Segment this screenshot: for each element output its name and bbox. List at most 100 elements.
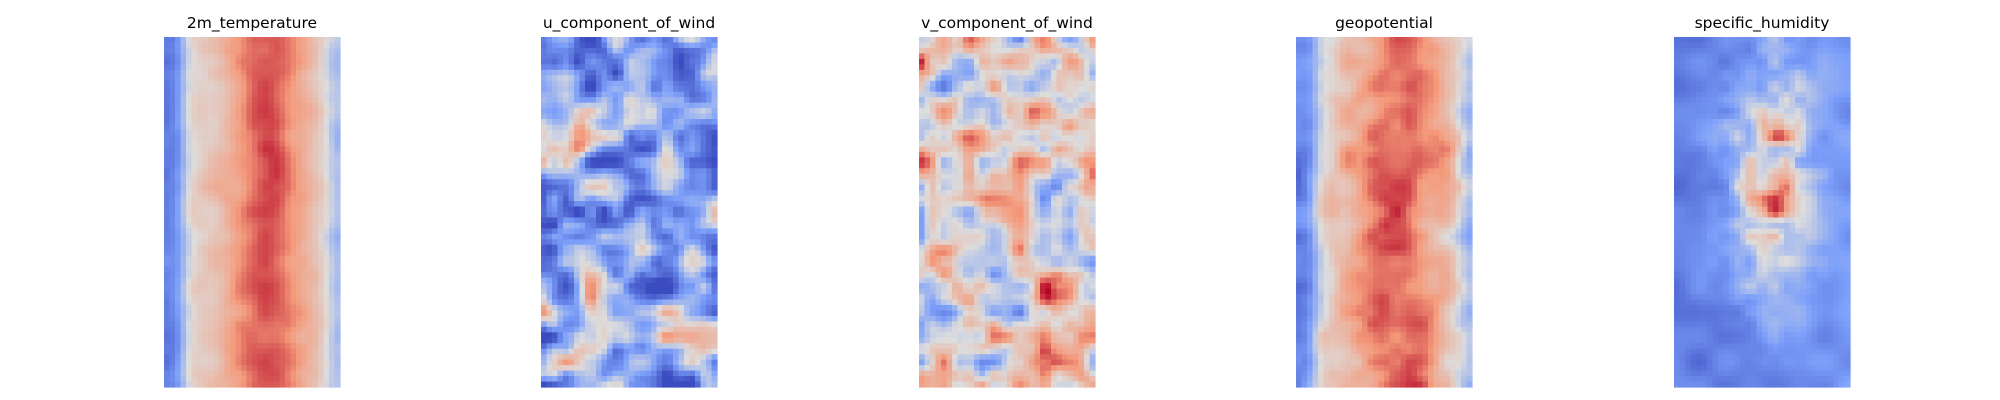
heatmap-cell xyxy=(1051,75,1058,82)
heatmap-cell xyxy=(678,294,685,301)
heatmap-cell xyxy=(990,184,997,191)
heatmap-cell xyxy=(673,315,680,322)
heatmap-cell xyxy=(312,337,319,344)
heatmap-cell xyxy=(963,91,970,98)
heatmap-cell xyxy=(1056,129,1063,137)
heatmap-cell xyxy=(706,75,713,82)
heatmap-cell xyxy=(1040,140,1047,147)
heatmap-cell xyxy=(219,266,226,273)
heatmap-cell xyxy=(645,135,652,142)
heatmap-cell xyxy=(689,184,696,191)
heatmap-cell xyxy=(640,212,647,219)
heatmap-cell xyxy=(197,173,204,180)
heatmap-cell xyxy=(1018,47,1025,55)
heatmap-cell xyxy=(596,37,603,44)
heatmap-cell xyxy=(607,201,614,208)
heatmap-cell xyxy=(623,162,630,169)
heatmap-cell xyxy=(645,75,652,82)
heatmap-cell xyxy=(684,69,691,76)
heatmap-cell xyxy=(607,222,614,230)
heatmap-cell xyxy=(612,365,619,372)
heatmap-cell xyxy=(579,146,586,153)
heatmap-cell xyxy=(979,58,986,65)
heatmap-cell xyxy=(678,53,685,60)
heatmap-cell xyxy=(180,108,187,115)
heatmap-cell xyxy=(1001,58,1008,65)
heatmap-cell xyxy=(318,129,325,137)
heatmap-cell xyxy=(191,162,198,169)
heatmap-cell xyxy=(230,195,237,202)
heatmap-cell xyxy=(607,37,614,44)
heatmap-cell xyxy=(667,119,674,126)
heatmap-cell xyxy=(996,108,1003,115)
heatmap-cell xyxy=(552,206,559,213)
heatmap-cell xyxy=(706,119,713,126)
heatmap-cell xyxy=(1089,157,1096,164)
heatmap-cell xyxy=(651,359,658,366)
heatmap-cell xyxy=(541,381,548,388)
heatmap-cell xyxy=(329,315,336,322)
heatmap-cell xyxy=(711,244,718,251)
heatmap-cell xyxy=(180,261,187,268)
heatmap-cell xyxy=(268,173,275,180)
heatmap-cell xyxy=(596,321,603,328)
heatmap-cell xyxy=(307,69,314,76)
heatmap-cell xyxy=(230,97,237,104)
heatmap-cell xyxy=(711,365,718,372)
heatmap-cell xyxy=(662,315,669,322)
heatmap-cell xyxy=(230,206,237,213)
heatmap-cell xyxy=(618,365,625,372)
heatmap-cell xyxy=(329,86,336,93)
heatmap-cell xyxy=(213,272,220,279)
heatmap-cell xyxy=(197,97,204,104)
heatmap-cell xyxy=(695,233,702,240)
heatmap-cell xyxy=(169,69,176,76)
heatmap-cell xyxy=(175,206,182,213)
heatmap-cell xyxy=(957,58,964,65)
heatmap-cell xyxy=(263,326,270,333)
heatmap-cell xyxy=(323,113,330,120)
heatmap-cell xyxy=(285,97,292,104)
heatmap-cell xyxy=(546,365,553,372)
heatmap-cell xyxy=(219,47,226,55)
heatmap-cell xyxy=(979,129,986,137)
heatmap-cell xyxy=(202,370,209,377)
heatmap-cell xyxy=(1067,75,1074,82)
heatmap-cell xyxy=(301,102,308,109)
heatmap-cell xyxy=(568,337,575,344)
heatmap-cell xyxy=(645,157,652,164)
heatmap-cell xyxy=(656,376,663,383)
heatmap-cell xyxy=(1029,97,1036,104)
heatmap-cell xyxy=(957,113,964,120)
heatmap-cell xyxy=(557,157,564,164)
heatmap-cell xyxy=(1034,80,1041,87)
heatmap-cell xyxy=(601,173,608,180)
heatmap-cell xyxy=(673,146,680,153)
heatmap-cell xyxy=(241,97,248,104)
heatmap-cell xyxy=(1029,129,1036,137)
heatmap-cell xyxy=(552,315,559,322)
heatmap-cell xyxy=(629,304,636,312)
heatmap-cell xyxy=(612,321,619,328)
heatmap-cell xyxy=(208,283,215,290)
heatmap-cell xyxy=(662,217,669,224)
heatmap-cell xyxy=(1045,108,1052,115)
heatmap-cell xyxy=(312,157,319,164)
heatmap-cell xyxy=(552,140,559,147)
heatmap-cell xyxy=(191,354,198,361)
heatmap-cell xyxy=(557,168,564,175)
heatmap-cell xyxy=(640,157,647,164)
heatmap-cell xyxy=(213,365,220,372)
heatmap-cell xyxy=(257,228,264,235)
heatmap-cell xyxy=(596,233,603,240)
heatmap-cell xyxy=(268,86,275,93)
heatmap-cell xyxy=(257,348,264,355)
heatmap-cell xyxy=(629,179,636,186)
heatmap-cell xyxy=(618,266,625,273)
heatmap-cell xyxy=(329,173,336,180)
heatmap-cell xyxy=(1029,102,1036,109)
heatmap-cell xyxy=(552,299,559,306)
heatmap-cell xyxy=(274,58,281,65)
heatmap-cell xyxy=(706,102,713,109)
heatmap-cell xyxy=(607,206,614,213)
